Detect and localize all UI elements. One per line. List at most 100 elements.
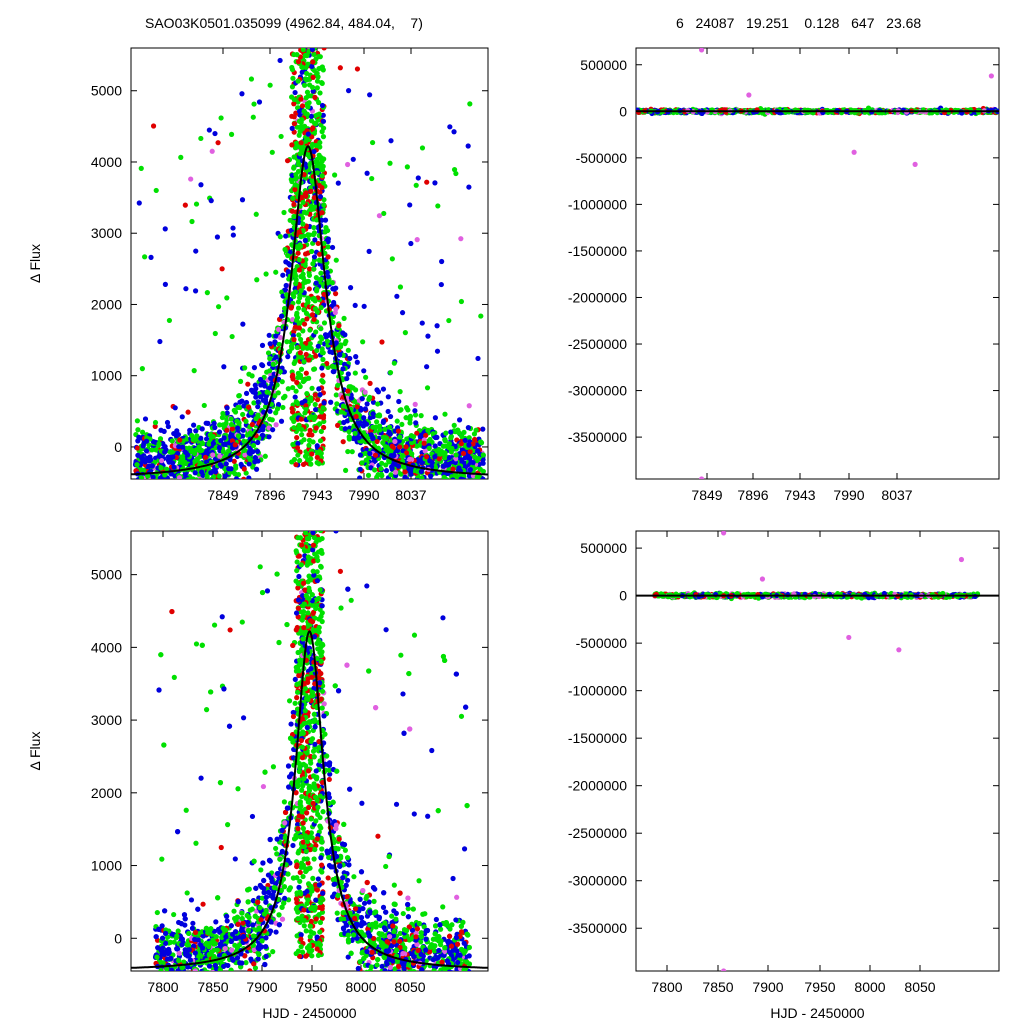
data-point <box>306 266 313 272</box>
data-point <box>215 304 222 310</box>
data-point <box>316 386 322 392</box>
data-point <box>172 405 178 411</box>
data-point <box>341 315 347 321</box>
data-point <box>399 421 405 428</box>
data-point <box>298 234 304 240</box>
data-point <box>397 407 403 413</box>
data-point <box>296 229 302 235</box>
data-point <box>322 229 328 235</box>
data-point <box>262 453 268 459</box>
data-point <box>473 427 479 433</box>
data-point <box>263 271 269 277</box>
data-point <box>151 488 156 493</box>
data-point <box>176 489 181 494</box>
data-point <box>194 482 199 487</box>
data-point <box>281 209 287 216</box>
data-point <box>232 442 238 448</box>
data-point <box>191 368 197 374</box>
data-point <box>357 475 363 479</box>
x-tick-label: 7849 <box>691 487 722 503</box>
data-point <box>273 410 279 416</box>
x-tick-label: 7950 <box>296 979 327 995</box>
data-point <box>303 18 308 23</box>
data-point <box>290 384 296 391</box>
data-point <box>280 395 287 401</box>
data-point <box>285 386 291 392</box>
data-point <box>435 480 440 485</box>
data-point <box>279 313 285 319</box>
data-point <box>204 473 210 479</box>
data-point <box>366 479 371 484</box>
data-point <box>467 449 473 455</box>
data-point <box>403 444 409 450</box>
data-point <box>185 495 190 500</box>
data-point <box>294 445 301 451</box>
data-point <box>381 210 387 217</box>
data-point <box>328 399 334 405</box>
data-point <box>146 458 153 464</box>
data-point <box>372 467 378 473</box>
data-point <box>212 424 218 431</box>
data-point <box>471 481 476 486</box>
data-point <box>345 88 352 94</box>
data-point <box>427 473 434 479</box>
data-point <box>412 412 419 418</box>
data-point <box>424 385 431 391</box>
data-point <box>432 454 438 460</box>
data-point <box>352 302 358 309</box>
data-point <box>419 320 425 326</box>
data-point <box>291 201 297 208</box>
data-point <box>318 155 324 161</box>
data-point <box>156 997 161 1002</box>
data-point <box>198 435 204 441</box>
data-point <box>254 277 260 283</box>
data-point <box>151 484 156 489</box>
data-point <box>310 439 316 445</box>
data-point <box>140 443 146 449</box>
data-point <box>235 425 241 431</box>
data-point <box>298 426 305 433</box>
data-point <box>293 388 299 394</box>
data-point <box>419 475 425 479</box>
data-point <box>309 248 315 255</box>
data-point <box>480 468 486 474</box>
data-point <box>442 985 447 990</box>
data-point <box>243 418 249 424</box>
data-point <box>325 238 331 245</box>
data-point <box>320 134 327 140</box>
data-point <box>295 78 301 84</box>
data-point <box>251 365 258 371</box>
x-axis-label: HJD - 2450000 <box>262 1005 356 1021</box>
data-point <box>443 430 449 436</box>
data-point <box>148 482 153 487</box>
data-point <box>467 503 472 508</box>
data-point <box>346 434 352 440</box>
data-point <box>201 402 207 409</box>
data-point <box>168 972 173 977</box>
data-point <box>442 455 448 461</box>
data-point <box>402 330 408 336</box>
data-point <box>333 257 339 263</box>
data-point <box>189 484 194 489</box>
data-point <box>321 424 327 431</box>
data-point <box>423 432 429 439</box>
data-point <box>450 477 456 479</box>
data-point <box>136 434 142 440</box>
data-point <box>377 427 383 433</box>
data-point <box>300 199 306 206</box>
data-point <box>176 484 181 489</box>
data-point <box>354 359 360 365</box>
x-tick-label: 8037 <box>395 487 426 503</box>
data-point <box>228 416 234 422</box>
data-point <box>333 21 338 26</box>
data-point <box>311 254 318 260</box>
data-point <box>301 437 307 443</box>
data-point <box>458 441 464 447</box>
data-point <box>292 358 298 365</box>
data-point <box>260 432 266 439</box>
data-point <box>135 427 141 433</box>
data-point <box>457 502 462 507</box>
data-point <box>296 161 302 167</box>
data-point <box>360 339 366 345</box>
